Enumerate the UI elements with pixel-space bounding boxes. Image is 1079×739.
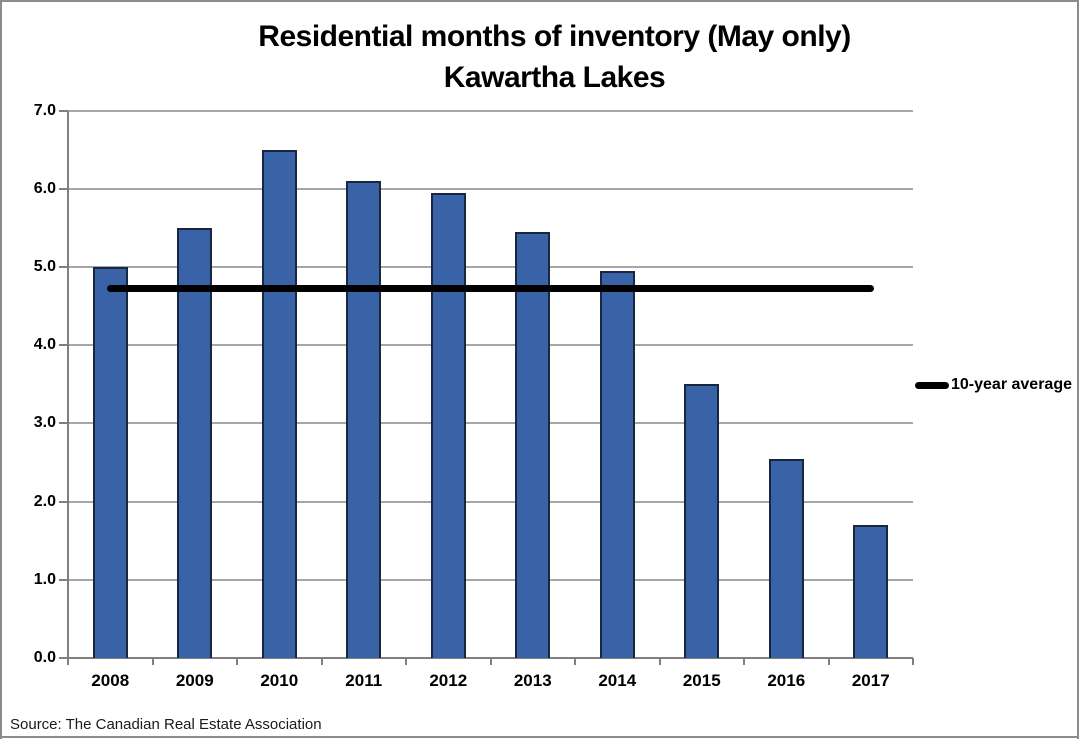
gridline-7 bbox=[68, 109, 913, 112]
y-tick-label-0.0: 0.0 bbox=[33, 649, 56, 666]
x-axis-tick bbox=[405, 658, 407, 665]
y-tick-label-3.0: 3.0 bbox=[33, 414, 56, 432]
x-tick-label-2013: 2013 bbox=[513, 671, 552, 690]
gridline-2 bbox=[68, 500, 913, 503]
legend-label: 10-year average bbox=[951, 376, 1072, 393]
bar-2008 bbox=[92, 266, 128, 658]
legend: 10-year average bbox=[915, 374, 1072, 396]
source-note: Source: The Canadian Real Estate Associa… bbox=[10, 716, 322, 733]
bar-2016 bbox=[768, 458, 804, 658]
x-axis-tick bbox=[151, 658, 154, 665]
x-axis-tick bbox=[743, 658, 745, 665]
y-tick-label-6.0: 6.0 bbox=[33, 179, 56, 197]
x-tick-label-2016: 2016 bbox=[767, 671, 806, 690]
y-axis-line bbox=[67, 110, 69, 659]
bar-2011 bbox=[346, 180, 382, 658]
y-tick-label-2.0: 2.0 bbox=[33, 492, 56, 510]
x-axis-tick bbox=[827, 658, 830, 665]
y-axis-tick bbox=[59, 187, 68, 190]
bar-2013 bbox=[515, 231, 551, 658]
y-tick-label-4.0: 4.0 bbox=[33, 336, 56, 354]
y-axis-tick bbox=[59, 422, 68, 425]
bottom-divider bbox=[2, 736, 1077, 738]
gridline-4 bbox=[68, 344, 913, 347]
x-axis-tick bbox=[236, 658, 238, 665]
average-line bbox=[107, 285, 874, 293]
x-tick-label-2009: 2009 bbox=[175, 671, 214, 690]
x-tick-label-2011: 2011 bbox=[345, 671, 383, 690]
x-tick-label-2010: 2010 bbox=[260, 671, 299, 690]
y-axis-tick bbox=[59, 109, 68, 112]
x-tick-label-2015: 2015 bbox=[682, 671, 721, 690]
bar-2012 bbox=[430, 192, 466, 658]
bar-2009 bbox=[177, 227, 213, 658]
y-axis-tick bbox=[59, 578, 68, 581]
x-axis-tick bbox=[67, 658, 69, 665]
y-axis-tick bbox=[59, 500, 68, 503]
bar-2010 bbox=[261, 149, 297, 658]
x-axis-tick bbox=[489, 658, 492, 665]
y-axis-tick bbox=[59, 344, 68, 347]
chart-title-line2: Kawartha Lakes bbox=[443, 61, 666, 94]
gridline-1 bbox=[68, 578, 913, 581]
y-axis-tick bbox=[59, 657, 68, 659]
bar-2014 bbox=[599, 270, 635, 658]
gridline-5 bbox=[68, 265, 913, 268]
y-axis-tick bbox=[59, 265, 68, 268]
x-tick-label-2014: 2014 bbox=[598, 671, 637, 690]
x-tick-label-2012: 2012 bbox=[429, 671, 468, 690]
chart-title: Residential months of inventory (May onl… bbox=[34, 16, 1075, 98]
gridline-3 bbox=[68, 422, 913, 425]
bar-2017 bbox=[853, 525, 889, 658]
x-axis-tick bbox=[658, 658, 661, 665]
x-axis-tick bbox=[574, 658, 576, 665]
y-tick-label-7.0: 7.0 bbox=[33, 101, 56, 119]
average-line-legend-icon bbox=[915, 381, 949, 389]
x-axis-tick bbox=[320, 658, 323, 665]
bar-2015 bbox=[684, 384, 720, 658]
x-axis-tick bbox=[912, 658, 914, 665]
gridline-6 bbox=[68, 187, 913, 190]
y-tick-label-1.0: 1.0 bbox=[33, 570, 56, 588]
y-tick-label-5.0: 5.0 bbox=[33, 257, 56, 275]
chart-title-line1: Residential months of inventory (May onl… bbox=[258, 20, 851, 53]
x-tick-label-2017: 2017 bbox=[851, 671, 890, 690]
x-tick-label-2008: 2008 bbox=[91, 671, 130, 690]
